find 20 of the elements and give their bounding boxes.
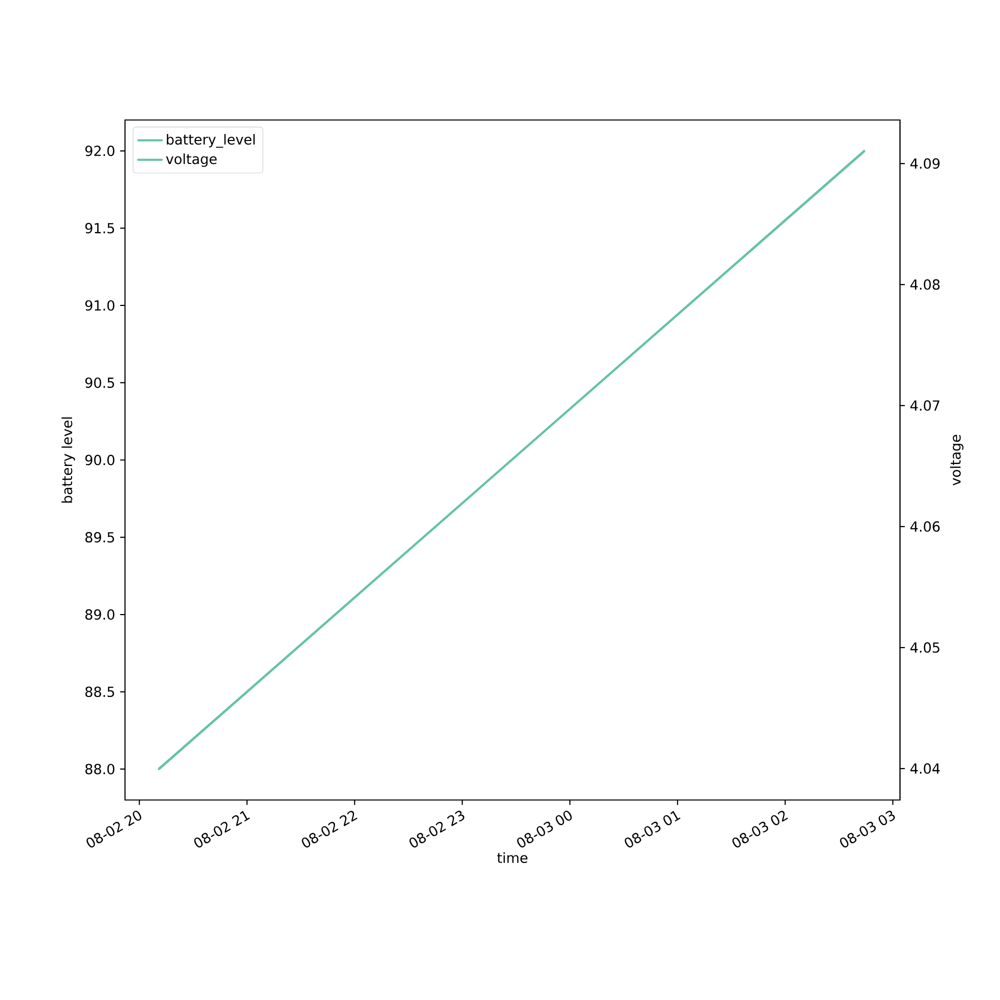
y2-axis-title: voltage — [950, 434, 964, 486]
y-tick-label: 89.5 — [85, 532, 114, 542]
legend-label: voltage — [166, 153, 217, 167]
y-tick-label: 89.0 — [85, 609, 114, 620]
y-tick-label: 88.5 — [85, 686, 114, 698]
y-tick-label: 90.5 — [85, 377, 114, 388]
y2-tick-label: 4.05 — [910, 642, 940, 653]
y2-tick-label: 4.04 — [910, 763, 940, 774]
y-tick-label: 91.0 — [85, 300, 114, 311]
y2-tick-label: 4.07 — [910, 400, 940, 411]
y2-tick-label: 4.08 — [910, 279, 940, 290]
y-tick-label: 92.0 — [85, 146, 114, 156]
x-axis-title: time — [497, 852, 528, 864]
y-tick-label: 90.0 — [85, 454, 114, 466]
legend-label: battery_level — [166, 134, 255, 148]
y2-tick-label: 4.09 — [910, 158, 940, 169]
y2-tick-label: 4.06 — [910, 521, 940, 532]
y-axis-title: battery level — [62, 417, 75, 503]
y-tick-label: 88.0 — [85, 764, 114, 774]
y-tick-label: 91.5 — [85, 222, 114, 234]
